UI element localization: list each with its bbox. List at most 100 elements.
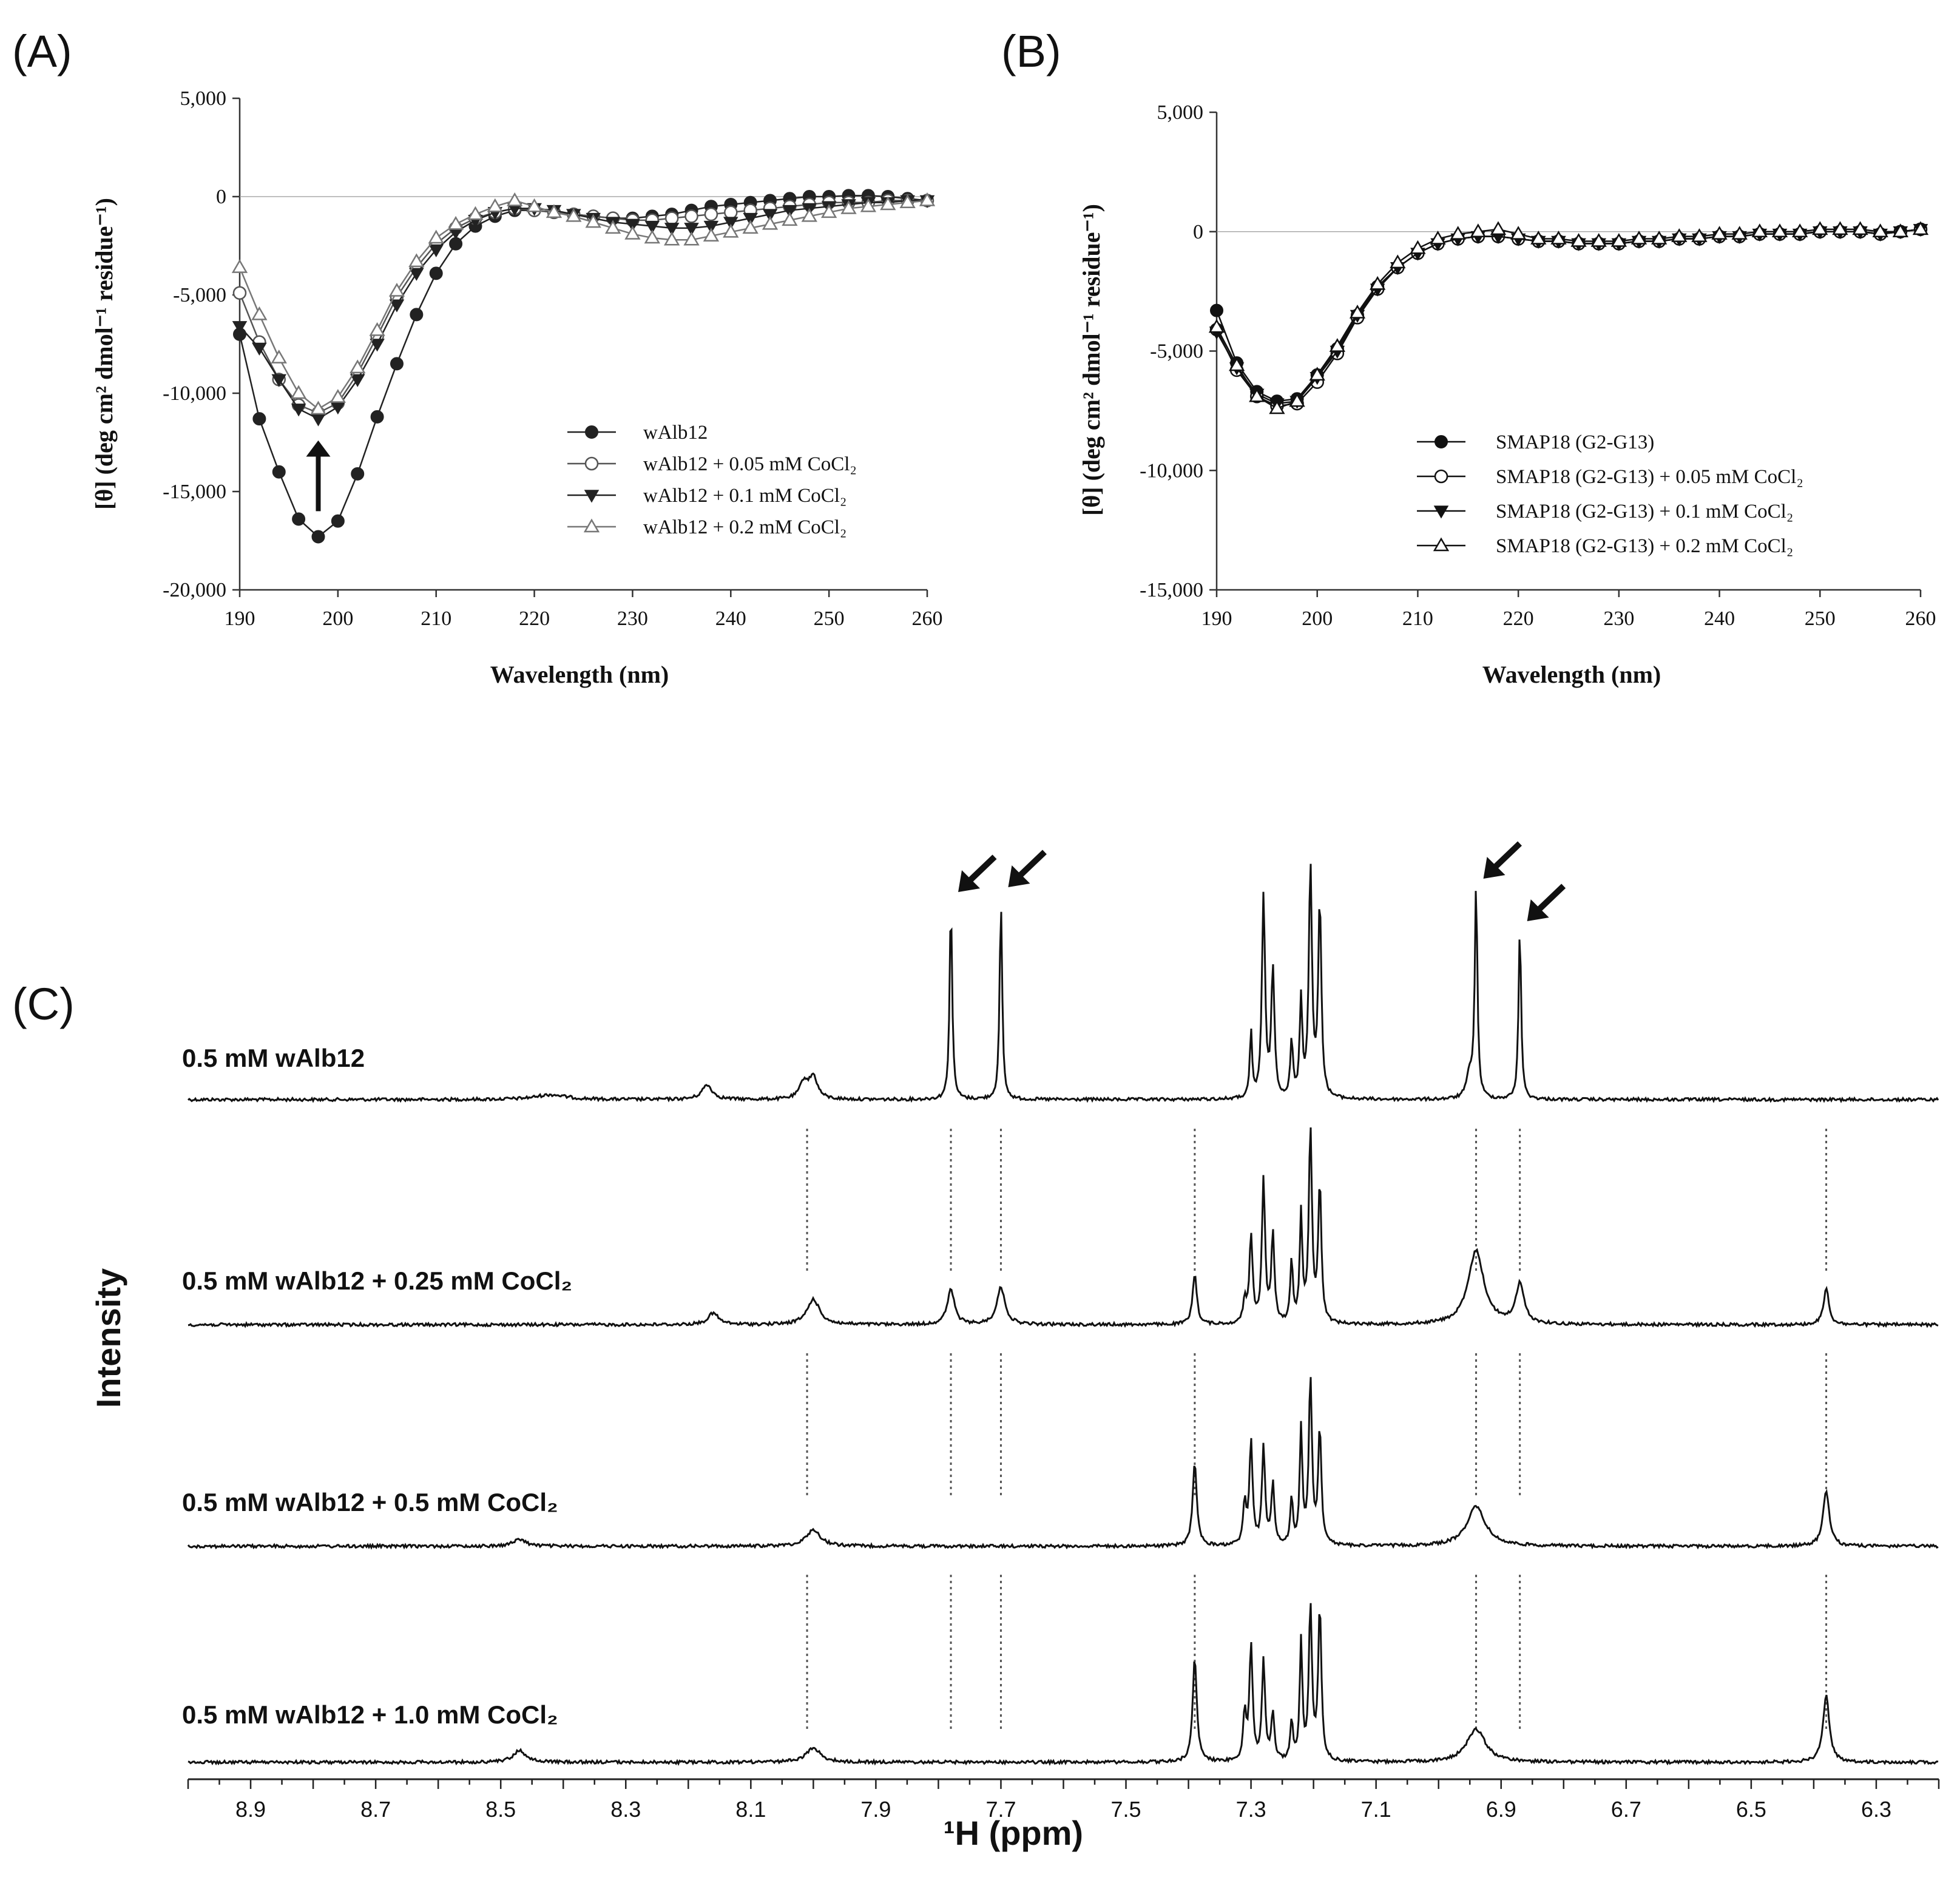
peak-arrow-shaft <box>1535 884 1566 914</box>
legend-label: SMAP18 (G2-G13) <box>1496 431 1654 453</box>
peak-arrow-head <box>958 870 981 892</box>
data-point <box>370 410 384 424</box>
data-point <box>507 192 523 206</box>
data-point <box>801 208 817 222</box>
data-point <box>1751 223 1768 237</box>
peak-arrow-head <box>1483 857 1505 879</box>
x-tick-label: 230 <box>1603 607 1634 630</box>
data-point <box>782 212 798 226</box>
data-point <box>526 198 542 212</box>
data-point <box>1550 231 1567 245</box>
cd-chart-b: 5,000 0 -5,000 -10,000 -15,000 190 200 210 220 23… <box>1078 101 1936 688</box>
legend-marker <box>1433 505 1449 519</box>
data-point <box>447 215 464 230</box>
data-point <box>231 259 248 273</box>
x-tick-label: 200 <box>1302 607 1333 630</box>
data-point <box>684 209 698 223</box>
series-line <box>238 200 927 414</box>
data-point <box>388 283 405 297</box>
x-tick-label: 240 <box>715 607 746 630</box>
data-point <box>1410 240 1426 254</box>
data-point <box>624 226 641 240</box>
nmr-trace-2 <box>188 1127 1939 1328</box>
data-point <box>428 244 444 257</box>
data-point <box>1450 226 1466 240</box>
x-tick-label: 210 <box>421 607 451 630</box>
trace-label: 0.5 mM wAlb12 + 1.0 mM CoCl₂ <box>182 1700 558 1729</box>
data-point <box>487 198 503 212</box>
data-point <box>664 211 679 225</box>
data-point <box>644 220 660 234</box>
data-point <box>311 413 326 427</box>
data-point <box>1691 228 1708 242</box>
legend-marker <box>585 425 598 439</box>
data-point <box>467 206 484 220</box>
x-tick-label: 220 <box>1503 607 1534 630</box>
data-point <box>429 266 443 280</box>
x-tick-label: 200 <box>322 607 353 630</box>
series-line <box>238 200 928 410</box>
data-point <box>704 207 718 221</box>
data-point <box>1349 305 1366 319</box>
x-tick-label: 220 <box>519 607 550 630</box>
data-point <box>566 208 582 222</box>
data-point <box>919 192 936 206</box>
data-point <box>1329 338 1346 352</box>
nmr-tick-label: 7.9 <box>860 1797 891 1822</box>
peak-arrow-shaft <box>1491 841 1522 871</box>
legend-label: SMAP18 (G2-G13) + 0.2 mM CoCl₂ <box>1496 535 1793 557</box>
data-point <box>409 268 424 281</box>
legend-marker <box>1433 537 1450 552</box>
panel-label-a: (A) <box>12 26 72 76</box>
data-point <box>1510 226 1527 240</box>
nmr-tick-label: 6.7 <box>1611 1797 1641 1822</box>
data-point <box>1590 232 1607 247</box>
data-point <box>762 209 778 222</box>
nmr-tick-label: 8.1 <box>735 1797 766 1822</box>
legend-marker <box>584 456 599 471</box>
data-point <box>585 214 601 228</box>
data-point <box>251 306 268 320</box>
data-point <box>1309 367 1325 381</box>
data-point <box>703 220 719 234</box>
data-point <box>1530 231 1547 245</box>
chart-c-xlabel: ¹H (ppm) <box>944 1814 1083 1852</box>
nmr-chart-c: 0.5 mM wAlb12 0.5 mM wAlb12 + 0.25 mM CoC… <box>89 841 1940 1852</box>
legend-entry: wAlb12 <box>567 422 708 444</box>
data-point <box>1610 232 1627 247</box>
y-tick-label: -10,000 <box>163 382 226 405</box>
y-tick-label: 5,000 <box>180 87 227 110</box>
data-point <box>664 231 680 246</box>
data-point <box>1470 223 1487 237</box>
data-point <box>1771 223 1788 237</box>
data-point <box>310 401 326 415</box>
x-tick-label: 260 <box>1905 607 1936 630</box>
chart-b-ylabel: [θ] (deg cm² dmol⁻¹ residue⁻¹) <box>1078 204 1105 516</box>
nmr-tick-label: 6.9 <box>1486 1797 1516 1822</box>
legend-marker <box>584 490 600 503</box>
data-point <box>271 350 287 363</box>
data-point <box>684 223 699 236</box>
legend-marker <box>1434 469 1448 484</box>
chart-b-xlabel: Wavelength (nm) <box>1482 661 1661 688</box>
data-point <box>1430 231 1446 245</box>
data-point <box>1390 254 1406 269</box>
data-point <box>232 286 247 300</box>
data-point <box>625 218 640 232</box>
data-point <box>1490 221 1507 235</box>
peak-arrow-head <box>1008 865 1030 887</box>
nmr-tick-label: 7.3 <box>1236 1797 1266 1822</box>
arrow-head <box>306 440 331 457</box>
data-point <box>1731 226 1748 240</box>
legend-marker <box>1435 435 1448 448</box>
data-point <box>743 212 758 226</box>
chart-a-ylabel: [θ] (deg cm² dmol⁻¹ residue⁻¹) <box>90 198 118 510</box>
data-point <box>1249 388 1265 402</box>
data-point <box>272 465 286 479</box>
y-tick-label: 0 <box>216 186 226 208</box>
peak-arrow-shaft <box>965 854 997 885</box>
chart-a-xlabel: Wavelength (nm) <box>490 661 669 688</box>
data-point <box>1852 221 1868 235</box>
panel-label-b: (B) <box>1001 26 1061 76</box>
